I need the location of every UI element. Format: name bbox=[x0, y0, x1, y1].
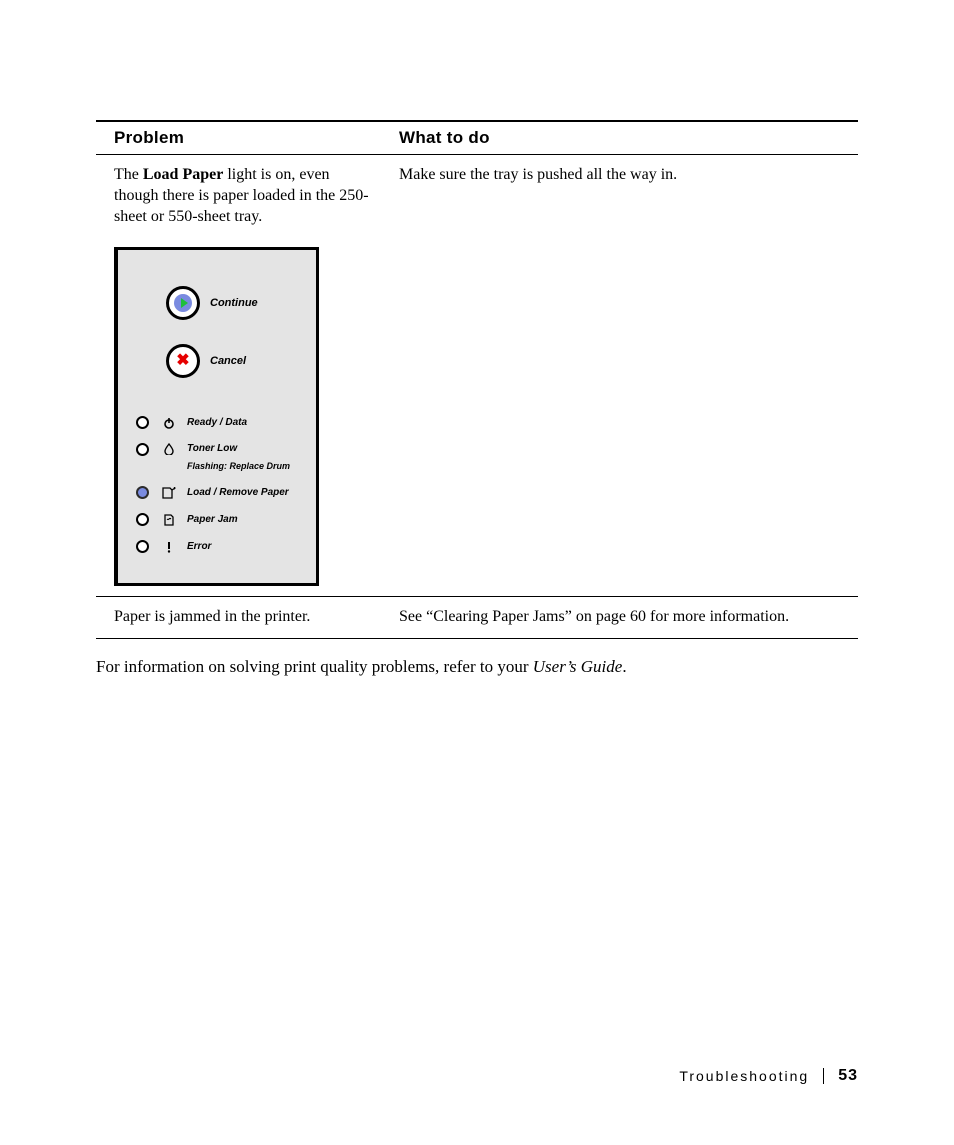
led-load-label: Load / Remove Paper bbox=[187, 486, 289, 499]
cancel-x-icon: ✖ bbox=[176, 353, 189, 369]
continue-label: Continue bbox=[210, 296, 258, 310]
led-row-load: Load / Remove Paper bbox=[136, 486, 308, 499]
continue-button-inner bbox=[174, 294, 192, 312]
footer-section: Troubleshooting bbox=[679, 1068, 809, 1084]
led-jam-label: Paper Jam bbox=[187, 513, 238, 526]
footer-divider-icon bbox=[823, 1068, 824, 1084]
led-row-error: Error bbox=[136, 540, 308, 553]
manual-page: Problem What to do The Load Paper light … bbox=[0, 0, 954, 1145]
led-toner-sublabel: Flashing: Replace Drum bbox=[187, 461, 290, 472]
paper-jam-icon bbox=[161, 514, 177, 526]
paper-load-icon bbox=[161, 487, 177, 499]
cancel-button-row: ✖ Cancel bbox=[166, 344, 308, 378]
led-row-toner: Toner Low Flashing: Replace Drum bbox=[136, 443, 308, 472]
cancel-label: Cancel bbox=[210, 354, 246, 368]
problem-cell: The Load Paper light is on, even though … bbox=[96, 155, 381, 597]
problem-text-bold: Load Paper bbox=[143, 166, 223, 183]
led-ready-icon bbox=[136, 416, 149, 429]
led-toner-label: Toner Low bbox=[187, 443, 290, 455]
led-row-jam: Paper Jam bbox=[136, 513, 308, 526]
problem-cell: Paper is jammed in the printer. bbox=[96, 597, 381, 639]
led-toner-labels: Toner Low Flashing: Replace Drum bbox=[187, 443, 290, 472]
led-row-ready: Ready / Data bbox=[136, 416, 308, 429]
footer-page-number: 53 bbox=[838, 1067, 858, 1085]
closing-suffix: . bbox=[622, 657, 626, 676]
action-cell: Make sure the tray is pushed all the way… bbox=[381, 155, 858, 597]
problem-text-prefix: The bbox=[114, 166, 143, 183]
led-error-label: Error bbox=[187, 540, 211, 553]
led-load-icon bbox=[136, 486, 149, 499]
table-row: The Load Paper light is on, even though … bbox=[96, 155, 858, 597]
troubleshooting-table: Problem What to do The Load Paper light … bbox=[96, 120, 858, 639]
table-row: Paper is jammed in the printer. See “Cle… bbox=[96, 597, 858, 639]
closing-italic: User’s Guide bbox=[533, 657, 623, 676]
led-error-icon bbox=[136, 540, 149, 553]
led-ready-label: Ready / Data bbox=[187, 416, 247, 429]
closing-paragraph: For information on solving print quality… bbox=[96, 657, 858, 677]
continue-button-icon bbox=[166, 286, 200, 320]
action-cell: See “Clearing Paper Jams” on page 60 for… bbox=[381, 597, 858, 639]
power-icon bbox=[161, 417, 177, 429]
col-header-problem: Problem bbox=[96, 121, 381, 155]
col-header-action: What to do bbox=[381, 121, 858, 155]
page-footer: Troubleshooting 53 bbox=[679, 1067, 858, 1085]
closing-prefix: For information on solving print quality… bbox=[96, 657, 533, 676]
drop-icon bbox=[161, 443, 177, 455]
cancel-button-icon: ✖ bbox=[166, 344, 200, 378]
operator-panel-figure: Continue ✖ Cancel bbox=[114, 247, 319, 586]
exclaim-icon bbox=[161, 541, 177, 553]
led-jam-icon bbox=[136, 513, 149, 526]
play-triangle-icon bbox=[181, 298, 188, 308]
continue-button-row: Continue bbox=[166, 286, 308, 320]
led-toner-icon bbox=[136, 443, 149, 456]
